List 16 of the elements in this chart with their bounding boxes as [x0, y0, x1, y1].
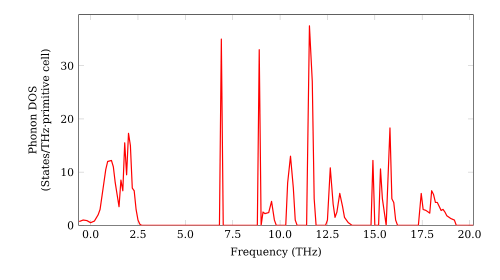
line-series [78, 25, 474, 226]
x-tick-label: 20.0 [458, 230, 481, 238]
x-tick-label: 10.0 [269, 230, 292, 238]
x-tick-label: 17.5 [412, 230, 434, 238]
y-tick-label: 20 [61, 114, 74, 123]
y-tick-label: 0 [68, 221, 74, 230]
y-axis-title: Phonon DOS (States/THz·primitive cell) [28, 49, 52, 191]
x-axis-title: Frequency (THz) [230, 247, 321, 258]
x-tick-label: 7.5 [225, 230, 240, 238]
x-tick-label: 12.5 [316, 230, 338, 238]
x-tick-label: 15.0 [364, 230, 386, 238]
y-tick-label: 30 [61, 62, 74, 70]
x-tick-label: 0.0 [82, 230, 98, 238]
x-tick-label: 2.5 [130, 230, 146, 238]
y-tick-label: 10 [62, 168, 74, 176]
x-tick-label: 5.0 [178, 230, 194, 238]
